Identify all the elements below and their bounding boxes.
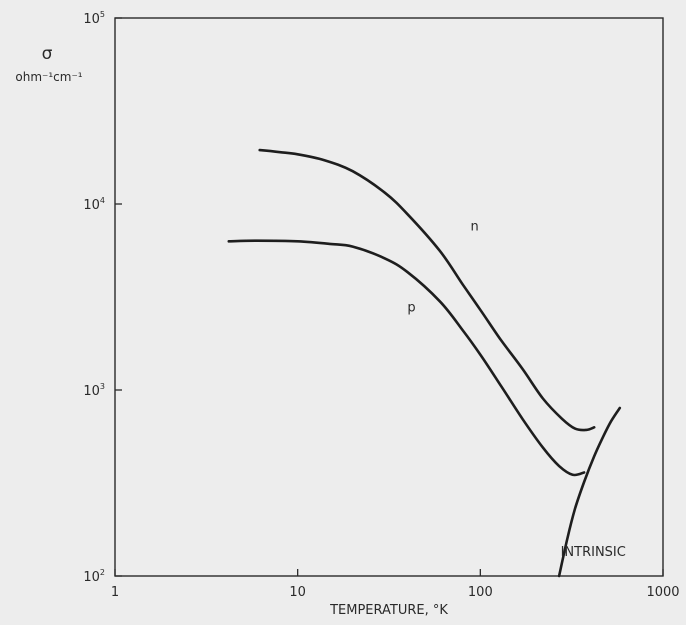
series-line-intrinsic (557, 406, 622, 578)
series-line-n (258, 148, 596, 432)
x-tick-label-2: 100 (468, 585, 493, 600)
y-tick-label-1: 103 (83, 382, 105, 399)
y-tick-labels: 102 103 104 105 (83, 10, 105, 585)
plot-frame (114, 17, 664, 577)
y-tick-label-2: 104 (83, 196, 105, 213)
x-tick-labels: 1 10 100 1000 (111, 585, 680, 600)
series-label-intrinsic: INTRINSIC (561, 545, 626, 560)
data-curves (227, 148, 622, 578)
x-tick-label-3: 1000 (646, 585, 679, 600)
y-axis-unit: ohm⁻¹cm⁻¹ (15, 70, 82, 84)
y-axis-label: σ (42, 44, 53, 64)
series-line-p (227, 239, 586, 477)
x-tick-label-0: 1 (111, 585, 119, 600)
tick-marks (114, 17, 664, 577)
x-tick-label-1: 10 (289, 585, 306, 600)
y-tick-label-0: 102 (83, 568, 105, 585)
series-label-n: n (470, 220, 478, 235)
series-labels: n p INTRINSIC (407, 220, 625, 561)
y-tick-label-3: 105 (83, 10, 105, 27)
x-axis-label: TEMPERATURE, °K (329, 603, 448, 618)
series-label-p: p (407, 300, 415, 315)
